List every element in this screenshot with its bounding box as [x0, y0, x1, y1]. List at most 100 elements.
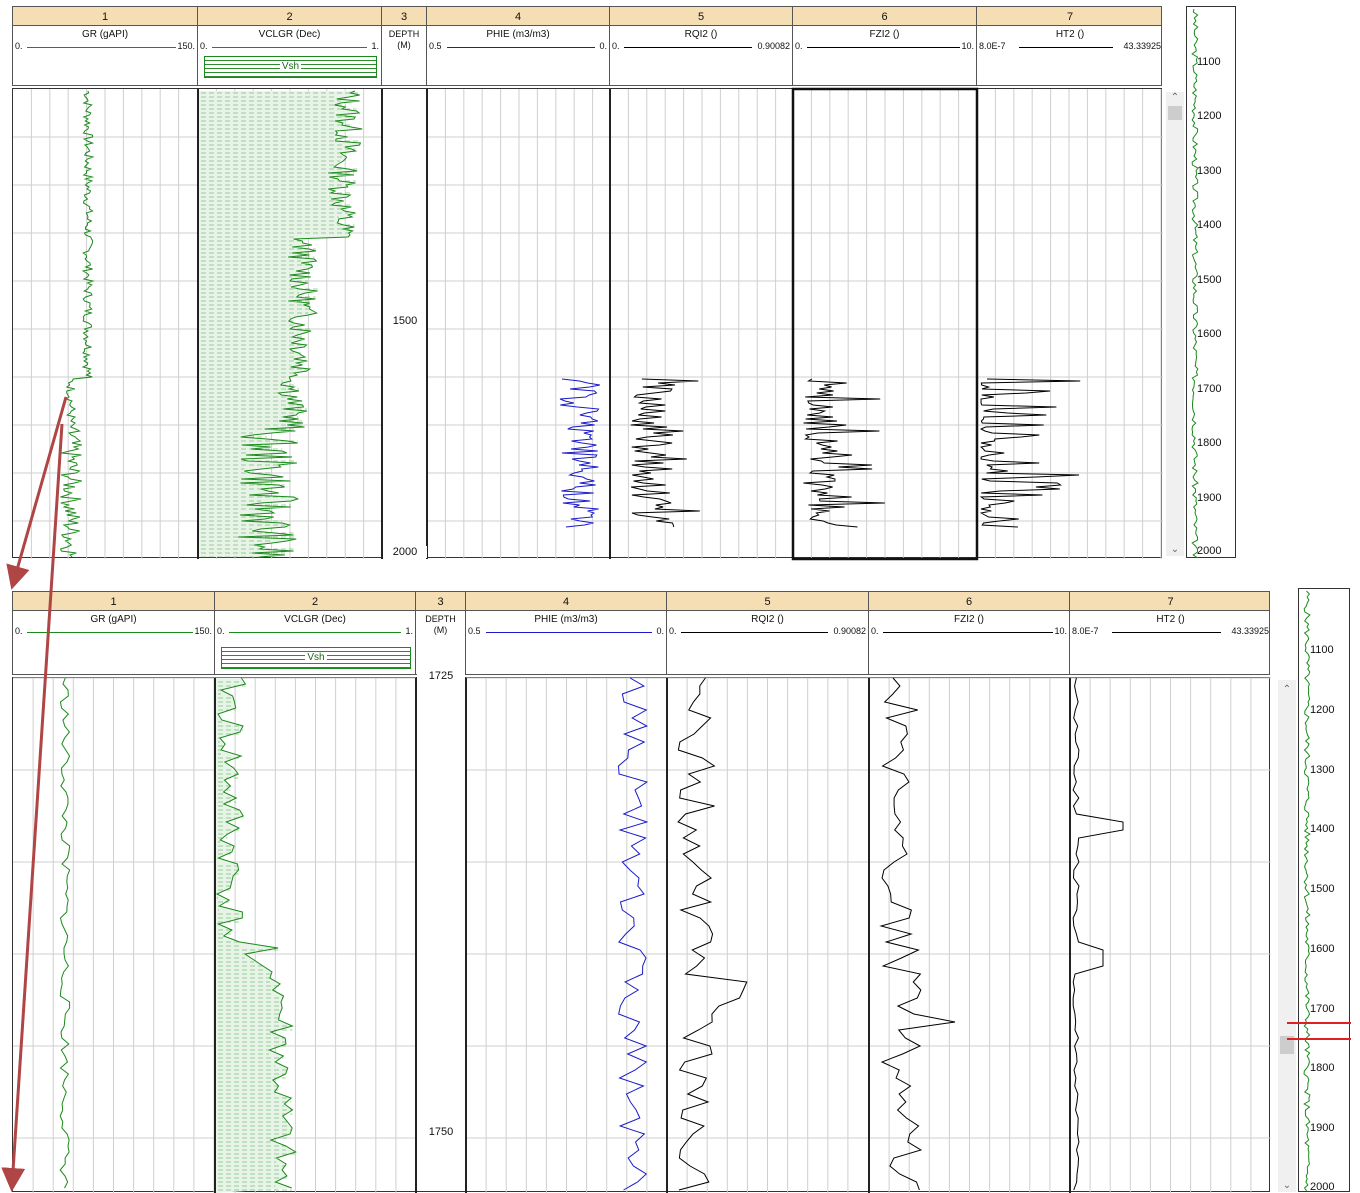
rqi2-title: RQI2 () [751, 614, 784, 625]
vsh-fill-legend: Vsh [221, 647, 411, 669]
fzi2-title: FZI2 () [954, 614, 984, 625]
fzi2-max: 10. [960, 41, 974, 51]
overview-tick: 1600 [1310, 943, 1335, 955]
log-curves-top [13, 87, 1163, 561]
depth-header: DEPTH (M) [416, 611, 466, 674]
fzi2-min: 0. [795, 41, 804, 51]
overview-tick: 1500 [1310, 883, 1335, 895]
overview-tick: 1400 [1197, 219, 1222, 231]
rqi2-max: 0.90082 [832, 626, 866, 636]
vclgr-curve [238, 90, 363, 558]
rqi2-curve [677, 677, 748, 1191]
phie-curve [617, 677, 649, 1191]
phie-title: PHIE (m3/m3) [486, 29, 550, 40]
track-number-row: 1 2 3 4 5 6 7 [12, 591, 1270, 612]
track-number-7: 7 [1167, 596, 1174, 608]
vsh-fill-area [216, 678, 296, 1193]
overview-tick: 1700 [1197, 383, 1222, 395]
scroll-up-arrow[interactable]: ⌃ [1170, 92, 1180, 103]
gr-min: 0. [15, 626, 24, 636]
track-grid [466, 677, 667, 1193]
phie-max: 0. [598, 41, 607, 51]
overview-gr-curve [1303, 590, 1311, 1192]
track-number-row: 1 2 3 4 5 6 7 [12, 6, 1162, 27]
depth-header: DEPTH (M) [382, 26, 427, 85]
vsh-fill-area [199, 91, 363, 557]
depth-tick-1725: 1725 [417, 670, 465, 682]
log-panel-top: 1 2 3 4 5 6 7 GR (gAPI) 0. 150. VCLGR (D… [12, 6, 1163, 561]
fzi2-curve [879, 677, 956, 1191]
track-number-5: 5 [667, 592, 869, 612]
track-grid [13, 677, 215, 1193]
fzi2-header: FZI2 () 0. 10. [869, 611, 1070, 674]
track-grid [977, 89, 1163, 559]
gr-max: 150. [176, 41, 195, 51]
phie-max: 0. [655, 626, 664, 636]
ht2-curve [1072, 677, 1124, 1191]
track-number-2: 2 [198, 7, 382, 27]
rqi2-max: 0.90082 [756, 41, 790, 51]
depth-title: DEPTH [388, 29, 420, 39]
phie-header: PHIE (m3/m3) 0.5 0. [466, 611, 667, 674]
overview-tick: 1800 [1310, 1062, 1335, 1074]
scroll-thumb[interactable] [1168, 106, 1182, 120]
depth-title: DEPTH [425, 614, 456, 624]
overview-tick: 1200 [1197, 110, 1222, 122]
fzi2-min: 0. [871, 626, 880, 636]
overview-tick: 1200 [1310, 704, 1335, 716]
depth-overview-top[interactable]: 1100 1200 1300 1400 1500 1600 1700 1800 … [1186, 6, 1236, 559]
vclgr-title: VCLGR (Dec) [258, 29, 321, 40]
log-plot-area-top: 1500 2000 [12, 87, 1163, 561]
track-grid [793, 89, 977, 559]
log-plot-area-bottom: 1725 1750 [12, 670, 1271, 1193]
fzi2-title: FZI2 () [869, 29, 900, 40]
gr-max: 150. [193, 626, 212, 636]
overview-tick: 2000 [1197, 545, 1222, 557]
vclgr-title: VCLGR (Dec) [284, 614, 346, 625]
overview-tick: 1100 [1197, 56, 1221, 68]
scroll-down-arrow[interactable]: ⌄ [1170, 544, 1180, 555]
overview-tick: 1400 [1310, 823, 1335, 835]
overview-gr-curve-top [1191, 8, 1199, 559]
depth-tick-2000: 2000 [383, 546, 427, 558]
scroll-down-arrow[interactable]: ⌄ [1282, 1180, 1292, 1191]
phie-min: 0.5 [468, 626, 482, 636]
vclgr-header: VCLGR (Dec) 0. 1. Vsh [198, 26, 382, 85]
track-grid [667, 677, 869, 1193]
depth-tick-1750: 1750 [417, 1126, 465, 1138]
rqi2-min: 0. [669, 626, 678, 636]
vclgr-header: VCLGR (Dec) 0. 1. Vsh [215, 611, 416, 674]
vsh-hatch [216, 681, 296, 1191]
ht2-max: 43.33925 [1122, 41, 1161, 51]
rqi2-header: RQI2 () 0. 0.90082 [610, 26, 793, 85]
ht2-curve [979, 378, 1081, 528]
overview-tick: 1300 [1310, 764, 1335, 776]
overview-tick: 1600 [1197, 328, 1222, 340]
log-panel-bottom: 1 2 3 4 5 6 7 GR (gAPI) 0. 150. VCLGR (D… [12, 591, 1271, 1193]
vclgr-max: 1. [370, 41, 379, 51]
ht2-min: 8.0E-7 [1072, 626, 1100, 636]
scrollbar-top[interactable]: ⌃ ⌄ [1166, 92, 1184, 556]
phie-curve [559, 378, 601, 528]
depth-unit: (M) [433, 625, 448, 635]
track-number-3: 3 [382, 7, 427, 27]
scrollbar-bottom[interactable]: ⌃ ⌄ [1278, 680, 1296, 1192]
track-number-2: 2 [215, 592, 416, 612]
rqi2-title: RQI2 () [684, 29, 718, 40]
overview-tick: 1500 [1197, 274, 1222, 286]
track-grid [869, 677, 1070, 1193]
scroll-up-arrow[interactable]: ⌃ [1282, 684, 1292, 695]
track-header-row: GR (gAPI) 0. 150. VCLGR (Dec) 0. 1. Vsh … [12, 26, 1162, 86]
phie-title: PHIE (m3/m3) [534, 614, 598, 625]
depth-overview-bottom[interactable]: 1100 1200 1300 1400 1500 1600 1700 1800 … [1287, 588, 1351, 1193]
scroll-thumb[interactable] [1280, 1036, 1294, 1054]
overview-tick: 2000 [1310, 1181, 1335, 1193]
ht2-title: HT2 () [1055, 29, 1085, 40]
fzi2-max: 10. [1053, 626, 1067, 636]
phie-header: PHIE (m3/m3) 0.5 0. [427, 26, 610, 85]
rqi2-header: RQI2 () 0. 0.90082 [667, 611, 869, 674]
gr-curve [59, 90, 95, 558]
overview-tick: 1900 [1197, 492, 1222, 504]
phie-min: 0.5 [429, 41, 443, 51]
vclgr-max: 1. [404, 626, 413, 636]
